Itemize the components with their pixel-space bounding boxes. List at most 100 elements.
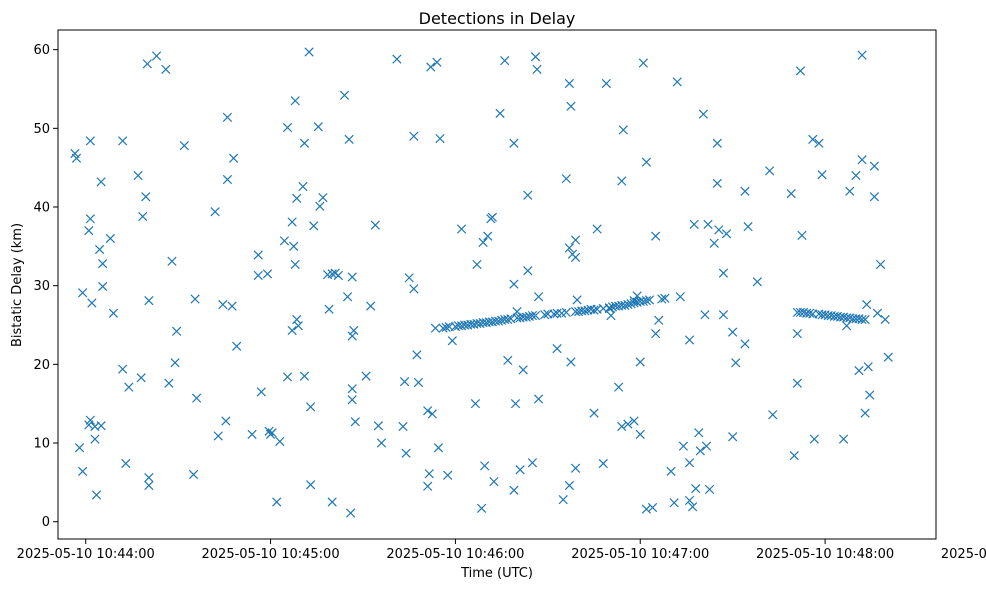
data-point	[71, 153, 82, 163]
data-point	[808, 134, 818, 144]
data-point	[689, 219, 699, 229]
data-point	[570, 252, 581, 262]
data-point	[412, 350, 422, 360]
data-point	[875, 259, 886, 270]
data-point	[817, 170, 827, 180]
data-point	[838, 434, 849, 444]
data-point	[413, 377, 424, 388]
data-point	[305, 402, 316, 412]
data-point	[657, 294, 667, 304]
data-point	[289, 241, 299, 251]
data-point	[700, 310, 710, 320]
data-point	[78, 466, 88, 476]
data-point	[527, 458, 538, 468]
data-point	[299, 371, 310, 381]
data-point	[136, 373, 146, 383]
data-point	[845, 186, 855, 196]
data-point	[409, 131, 419, 141]
data-point	[222, 174, 233, 185]
data-point	[641, 504, 652, 514]
data-point	[589, 305, 599, 315]
data-point	[409, 284, 419, 294]
data-point	[138, 211, 148, 222]
chart-title: Detections in Delay	[419, 9, 576, 28]
data-point	[264, 426, 274, 436]
data-point	[267, 428, 277, 438]
data-point	[213, 431, 223, 441]
x-tick-label: 2025-05-10 10:48:00	[756, 547, 894, 562]
data-point	[688, 502, 698, 512]
data-point	[105, 233, 115, 244]
data-point	[287, 325, 297, 336]
data-point	[857, 155, 867, 165]
y-tick-label: 40	[33, 201, 50, 216]
data-point	[121, 458, 131, 469]
data-point	[84, 225, 94, 236]
data-point	[347, 395, 357, 405]
data-point	[427, 409, 437, 419]
data-point	[618, 125, 628, 135]
data-point	[644, 295, 655, 305]
data-point	[487, 212, 498, 222]
y-tick-label: 50	[33, 122, 50, 137]
data-point	[144, 473, 154, 483]
data-point	[592, 224, 602, 234]
data-point	[430, 323, 441, 333]
data-point	[561, 307, 571, 318]
data-point	[580, 306, 590, 316]
data-point	[96, 421, 106, 431]
data-point	[293, 321, 303, 331]
data-point	[503, 355, 513, 366]
data-point	[604, 303, 615, 313]
data-point	[304, 47, 314, 57]
data-point	[617, 421, 627, 432]
data-point	[854, 366, 864, 376]
x-tick-label: 2025-05-10 10:44:00	[17, 547, 155, 562]
data-point	[521, 312, 531, 322]
data-point	[361, 371, 371, 381]
data-point	[370, 220, 380, 230]
data-point	[530, 310, 541, 321]
data-point	[493, 316, 504, 326]
data-point	[305, 480, 316, 490]
data-point	[598, 458, 608, 469]
data-point	[728, 327, 738, 337]
data-point	[426, 62, 436, 72]
data-point	[564, 78, 575, 89]
data-point	[869, 161, 880, 171]
data-point	[144, 296, 154, 306]
data-point	[350, 417, 360, 427]
data-point	[863, 362, 873, 372]
y-axis-label: Bistatic Delay (km)	[10, 223, 25, 347]
data-point	[227, 301, 237, 311]
data-point	[489, 476, 499, 487]
data-point	[170, 358, 180, 368]
data-point	[423, 481, 433, 491]
data-point	[620, 300, 630, 310]
data-point	[476, 503, 487, 513]
data-point	[530, 52, 541, 62]
data-point	[589, 408, 599, 418]
x-axis-label: Time (UTC)	[460, 566, 533, 581]
data-point	[704, 484, 715, 495]
data-point	[218, 299, 228, 310]
x-tick-label: 2025-05-10 10:46:00	[386, 547, 524, 562]
data-point	[347, 272, 357, 282]
data-point	[327, 497, 337, 507]
data-point	[98, 281, 108, 292]
data-point	[641, 157, 652, 167]
data-point	[299, 138, 310, 148]
y-tick-label: 0	[42, 515, 50, 530]
data-point	[210, 207, 220, 217]
data-point	[566, 101, 576, 111]
data-point	[292, 193, 302, 203]
data-point	[792, 329, 802, 339]
data-point	[309, 221, 319, 231]
data-point	[564, 480, 575, 491]
data-point	[339, 90, 350, 100]
data-point	[256, 387, 266, 397]
data-point	[549, 309, 559, 319]
data-point	[880, 314, 890, 325]
data-point	[552, 343, 562, 354]
